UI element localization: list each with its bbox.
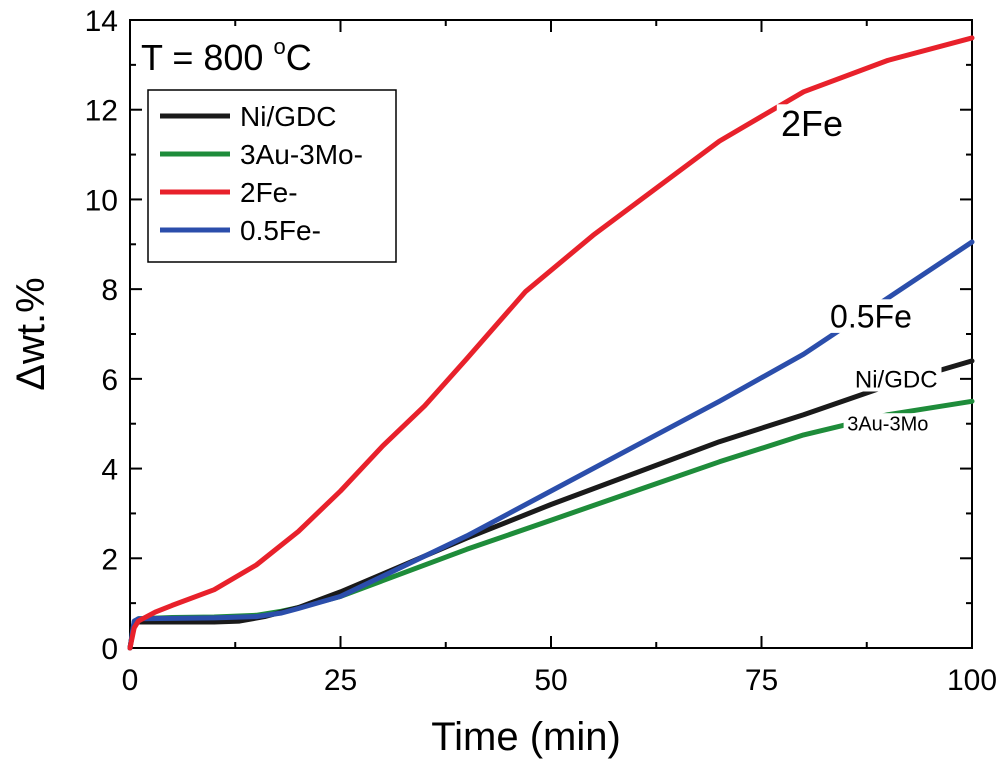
annotation-backing: [821, 299, 921, 333]
condition-unit: C: [286, 37, 312, 78]
legend-label: 0.5Fe-: [240, 215, 321, 246]
x-tick-label: 0: [122, 664, 139, 697]
y-axis-title: Δwt.%: [9, 277, 53, 390]
x-tick-label: 50: [534, 664, 567, 697]
annotation-backing: [850, 366, 942, 392]
series-line-2fe: [127, 35, 975, 651]
annotation: 3Au-3Mo: [843, 413, 932, 436]
annotation: 2Fe: [776, 103, 848, 144]
x-axis-title: Time (min): [431, 715, 621, 759]
annotation-backing: [776, 104, 848, 143]
annotation-label: 3Au-3Mo: [847, 414, 928, 436]
legend-box: [147, 89, 397, 263]
condition-text: T = 800: [141, 37, 273, 78]
tick-labels: 0 25 50 75 100 0 2 4 6 8 10 12 14: [85, 5, 997, 697]
series-layer: [127, 35, 975, 651]
series-line-0-5fe: [127, 239, 975, 651]
legend-label: 2Fe-: [240, 177, 298, 208]
legend-label: 3Au-3Mo-: [240, 139, 363, 170]
x-tick-label: 25: [324, 664, 357, 697]
y-tick-label: 8: [101, 274, 118, 307]
annotation-label: 2Fe: [781, 103, 843, 144]
y-tick-label: 14: [85, 5, 118, 38]
annotation: Ni/GDC: [850, 366, 942, 393]
series-line-ni-gdc: [127, 358, 975, 651]
y-tick-label: 6: [101, 364, 118, 397]
y-tick-label: 2: [101, 543, 118, 576]
annotation-backing: [843, 413, 932, 435]
y-tick-label: 4: [101, 454, 118, 487]
annotation-label: 0.5Fe: [830, 298, 912, 334]
svg-text:T = 800 oC: T = 800 oC: [141, 34, 312, 78]
condition-degree-sup: o: [273, 34, 285, 59]
annotation-label: Ni/GDC: [855, 366, 938, 393]
annotation: 0.5Fe: [821, 298, 921, 334]
series-line-3au-3mo: [127, 398, 975, 651]
condition-label: T = 800 oC: [141, 34, 312, 78]
y-tick-label: 12: [85, 95, 118, 128]
line-annotations: 2Fe 0.5Fe Ni/GDC 3Au-3Mo: [776, 103, 942, 436]
y-tick-label: 10: [85, 184, 118, 217]
x-tick-label: 100: [947, 664, 997, 697]
y-tick-label: 0: [101, 633, 118, 666]
legend-label: Ni/GDC: [240, 101, 336, 132]
legend: Ni/GDC 3Au-3Mo- 2Fe- 0.5Fe-: [147, 89, 397, 263]
x-tick-label: 75: [745, 664, 778, 697]
